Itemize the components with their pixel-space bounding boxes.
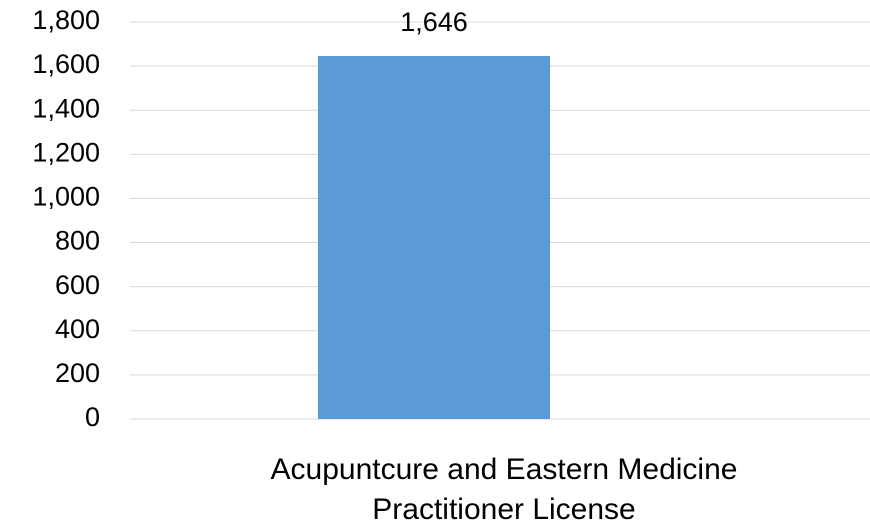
x-tick-label: Acupuntcure and Eastern Medicine Practit… bbox=[270, 453, 738, 526]
y-tick-label: 1,400 bbox=[32, 93, 100, 123]
y-tick-label: 0 bbox=[85, 402, 100, 432]
data-label: 1,646 bbox=[400, 7, 468, 37]
bar bbox=[318, 55, 550, 420]
y-tick-label: 1,800 bbox=[32, 5, 100, 35]
y-tick-label: 400 bbox=[55, 314, 100, 344]
y-tick-label: 1,200 bbox=[32, 137, 100, 167]
y-tick-label: 200 bbox=[55, 358, 100, 388]
y-tick-label: 600 bbox=[55, 270, 100, 300]
y-tick-label: 1,000 bbox=[32, 182, 100, 212]
y-tick-label: 1,600 bbox=[32, 49, 100, 79]
y-tick-label: 800 bbox=[55, 226, 100, 256]
